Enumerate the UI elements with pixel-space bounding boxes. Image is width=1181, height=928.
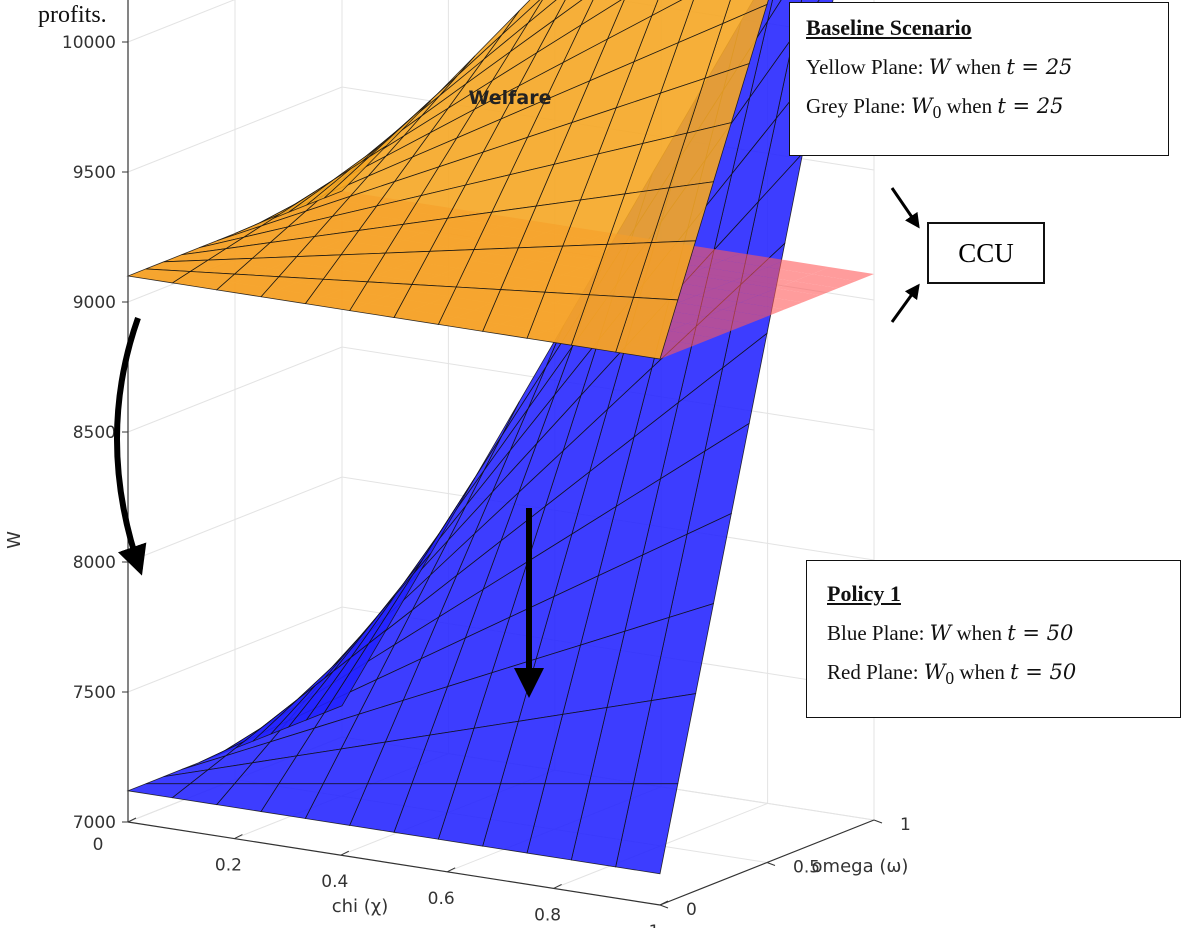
- policy-1-box: Policy 1 Blue Plane: W when t = 50 Red P…: [806, 560, 1181, 718]
- annotation-arrows: [114, 187, 920, 698]
- surface-cell: [714, 281, 777, 296]
- y-tick-label: 1: [900, 815, 911, 835]
- policy-line-blue: Blue Plane: W when t = 50: [827, 621, 1074, 645]
- surface-cell: [723, 253, 786, 268]
- surface-cell: [749, 267, 812, 282]
- z-tick-label: 7500: [73, 683, 116, 703]
- baseline-title: Baseline Scenario: [806, 15, 972, 40]
- z-tick-label: 7000: [73, 813, 116, 833]
- x-tick-label: 0: [93, 835, 104, 855]
- x-axis-label: chi (χ): [332, 896, 388, 917]
- baseline-line-grey: Grey Plane: W0 when t = 25: [806, 94, 1064, 123]
- surface-cell: [811, 267, 874, 282]
- surface-cell: [776, 281, 839, 296]
- surface-cell: [758, 288, 821, 303]
- y-tick: [659, 904, 669, 909]
- surface-cell: [678, 246, 741, 261]
- z-tick-label: 8500: [73, 423, 116, 443]
- y-tick: [766, 862, 776, 866]
- surfaces: [126, 0, 874, 875]
- ccu-arrow-top: [890, 187, 920, 229]
- y-tick-label: 0.5: [793, 858, 820, 878]
- surface-cell: [687, 267, 750, 282]
- z-tick-label: 10000: [62, 33, 116, 53]
- surface-cell: [696, 288, 759, 303]
- ccu-arrow-bottom: [890, 283, 920, 323]
- x-tick: [234, 834, 243, 840]
- surface-cell: [794, 274, 857, 289]
- curved-arrow-down: [114, 317, 147, 576]
- baseline-line-yellow: Yellow Plane: W when t = 25: [806, 55, 1073, 79]
- z-tick-label: 9500: [73, 163, 116, 183]
- surface-cell: [767, 260, 830, 275]
- body-text-fragment: profits.: [38, 2, 107, 28]
- surface-cell: [126, 783, 192, 799]
- z-tick-label: 9000: [73, 293, 116, 313]
- surface-cell: [669, 323, 732, 338]
- surface-cell: [731, 274, 794, 289]
- x-tick: [553, 883, 562, 889]
- surface-cell: [678, 295, 741, 310]
- ccu-box: CCU: [927, 222, 1045, 284]
- x-axis-line: [127, 821, 661, 906]
- surface-cell: [740, 295, 803, 310]
- y-axis-label: omega (ω): [812, 856, 909, 877]
- baseline-scenario-box: Baseline Scenario Yellow Plane: W when t…: [789, 2, 1169, 156]
- surface-cell: [669, 274, 732, 289]
- z-axis-label: W: [4, 531, 25, 549]
- policy-line-red: Red Plane: W0 when t = 50: [827, 660, 1077, 689]
- surface-cell: [705, 260, 768, 275]
- surface-cell: [722, 302, 785, 317]
- chart-title: Welfare: [468, 87, 551, 109]
- x-tick-label: 1: [649, 922, 660, 928]
- x-tick-label: 0.4: [321, 872, 348, 892]
- surface-1: [126, 0, 769, 360]
- y-tick-label: 0: [686, 900, 697, 920]
- x-tick: [340, 850, 350, 856]
- surface-cell: [687, 316, 750, 331]
- x-tick-label: 0.2: [215, 856, 242, 876]
- x-tick-label: 0.8: [534, 905, 561, 925]
- policy-title: Policy 1: [827, 581, 901, 606]
- surface-cell: [126, 268, 192, 284]
- z-tick-label: 8000: [73, 553, 116, 573]
- x-tick: [446, 867, 456, 873]
- surface-cell: [704, 309, 767, 324]
- x-tick: [127, 817, 137, 823]
- y-tick: [873, 819, 883, 824]
- x-tick-label: 0.6: [428, 889, 455, 909]
- axes: 7000750080008500900095001000010500110001…: [62, 0, 911, 928]
